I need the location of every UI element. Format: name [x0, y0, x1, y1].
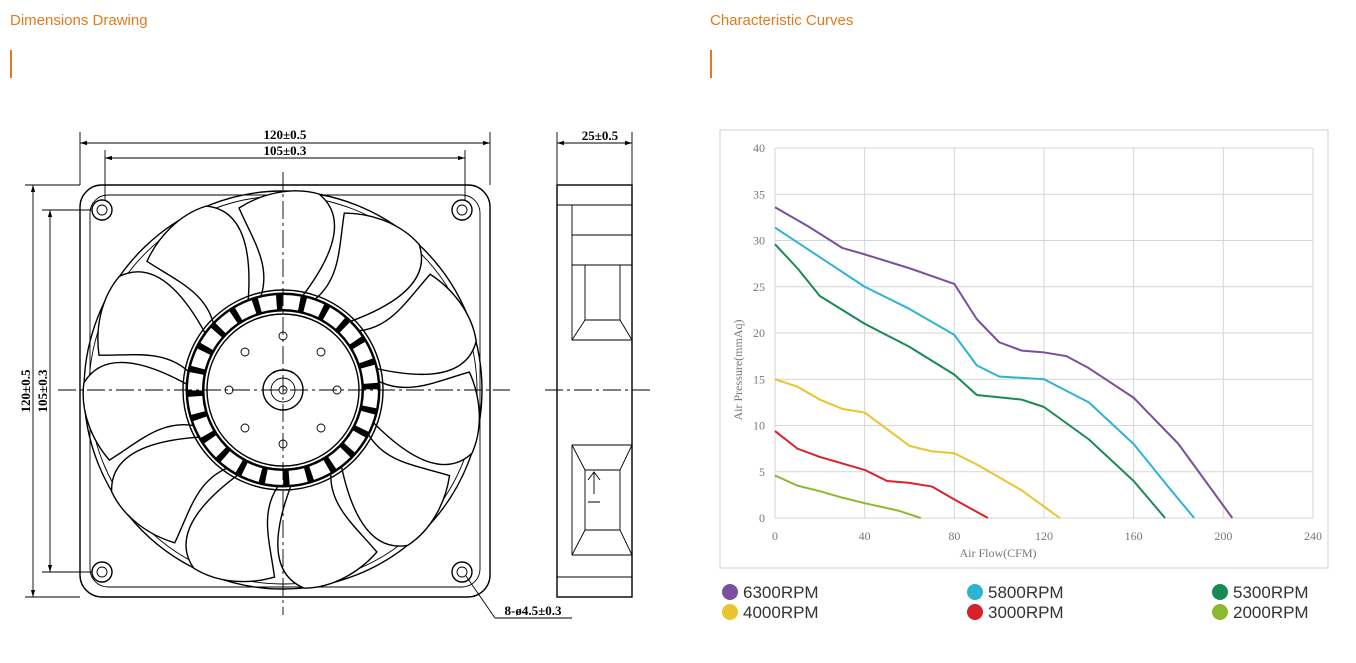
legend-label: 6300RPM: [743, 583, 819, 602]
fan-frame: [79, 184, 491, 598]
dimension-label: 8-ø4.5±0.3: [505, 603, 562, 618]
legend-marker: [1212, 604, 1228, 620]
legend-label: 5800RPM: [988, 583, 1064, 602]
accent-bar: [710, 50, 712, 78]
y-tick-label: 5: [759, 465, 765, 479]
side-view: [556, 184, 633, 598]
x-tick-label: 240: [1304, 529, 1322, 543]
legend-label: 4000RPM: [743, 603, 819, 622]
series-line: [774, 206, 1234, 519]
dimension-label: 25±0.5: [582, 128, 619, 143]
section-title: Dimensions Drawing: [10, 12, 148, 29]
y-axis-label: Air Pressure(mmAq): [731, 320, 745, 421]
legend-label: 5300RPM: [1233, 583, 1309, 602]
legend-marker: [722, 584, 738, 600]
legend-marker: [1212, 584, 1228, 600]
y-tick-label: 10: [753, 419, 765, 433]
x-tick-label: 0: [772, 529, 778, 543]
legend-marker: [967, 584, 983, 600]
dimension-label: 120±0.5: [264, 127, 307, 142]
section-title: Characteristic Curves: [710, 12, 854, 29]
dimension-label: 105±0.3: [264, 143, 307, 158]
legend: 6300RPM 5800RPM 5300RPM 4000RPM 3000RPM 2000R…: [722, 583, 1309, 622]
dimension-drawing: 120±0.5 105±0.3 120±0.5 105±0.3 25±0.5 8…: [18, 127, 650, 619]
chart-frame: [719, 129, 1329, 569]
accent-bar: [10, 50, 12, 78]
x-tick-label: 160: [1125, 529, 1143, 543]
x-tick-label: 80: [948, 529, 960, 543]
legend-label: 3000RPM: [988, 603, 1064, 622]
x-tick-label: 200: [1214, 529, 1232, 543]
dimension-label: 120±0.5: [18, 369, 33, 412]
legend-marker: [722, 604, 738, 620]
y-tick-label: 25: [753, 280, 765, 294]
series-line: [774, 243, 1166, 519]
x-axis-label: Air Flow(CFM): [959, 546, 1036, 560]
chart: Air Flow(CFM) Air Pressure(mmAq) 0 5 10 15 2…: [719, 129, 1329, 569]
dimension-label: 105±0.3: [35, 369, 50, 412]
legend-label: 2000RPM: [1233, 603, 1309, 622]
series-line: [774, 378, 1061, 519]
legend-marker: [967, 604, 983, 620]
y-tick-label: 15: [753, 372, 765, 386]
y-tick-label: 35: [753, 187, 765, 201]
x-tick-label: 120: [1035, 529, 1053, 543]
x-tick-label: 40: [859, 529, 871, 543]
y-tick-label: 30: [753, 234, 765, 248]
y-tick-label: 40: [753, 141, 765, 155]
y-tick-label: 0: [759, 511, 765, 525]
series-line: [774, 474, 922, 519]
dimension-lines: [25, 132, 633, 619]
series-line: [774, 430, 989, 519]
series-line: [774, 226, 1195, 519]
y-tick-label: 20: [753, 326, 765, 340]
